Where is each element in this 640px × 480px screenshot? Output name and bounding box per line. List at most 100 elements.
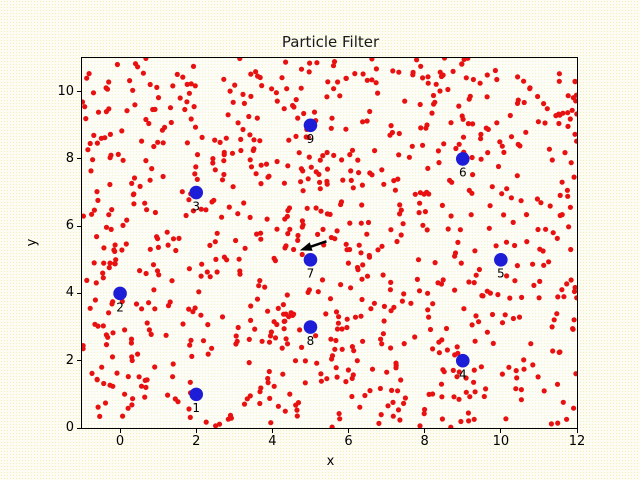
particle-dot bbox=[451, 394, 457, 400]
particle-dot bbox=[466, 96, 472, 102]
particle-dot bbox=[416, 288, 423, 294]
particle-dot bbox=[155, 139, 161, 145]
particle-dot bbox=[82, 104, 88, 110]
particle-dot bbox=[165, 303, 172, 309]
particle-dot bbox=[313, 333, 319, 339]
particle-dot bbox=[549, 324, 555, 330]
particle-dot bbox=[103, 224, 110, 230]
particle-dot bbox=[358, 313, 364, 319]
particle-dot bbox=[551, 317, 557, 323]
particle-dot bbox=[517, 143, 523, 149]
particle-dot bbox=[465, 58, 471, 61]
particle-dot bbox=[527, 86, 533, 92]
particle-dot bbox=[318, 208, 324, 214]
particle-dot bbox=[267, 333, 274, 339]
particle-dot bbox=[92, 321, 98, 327]
particle-dot bbox=[248, 93, 254, 99]
particle-dot bbox=[205, 351, 211, 357]
particle-dot bbox=[286, 205, 293, 211]
particle-dot bbox=[388, 345, 394, 351]
particle-dot bbox=[235, 211, 241, 217]
particle-dot bbox=[252, 326, 258, 332]
particle-dot bbox=[285, 231, 291, 237]
particle-dot bbox=[237, 268, 243, 274]
particle-dot bbox=[402, 395, 408, 401]
particle-dot bbox=[285, 163, 291, 169]
particle-dot bbox=[154, 84, 160, 90]
particle-dot bbox=[534, 196, 540, 202]
particle-dot bbox=[190, 63, 197, 69]
particle-dot bbox=[447, 177, 453, 183]
particle-dot bbox=[137, 183, 143, 189]
particle-dot bbox=[315, 231, 321, 237]
particle-dot bbox=[417, 101, 423, 108]
particle-dot bbox=[541, 262, 547, 268]
particle-dot bbox=[358, 250, 364, 256]
particle-dot bbox=[514, 375, 520, 381]
particle-dot bbox=[360, 338, 366, 344]
particle-dot bbox=[339, 346, 345, 352]
landmark-marker-1 bbox=[189, 387, 204, 402]
particle-dot bbox=[131, 175, 138, 181]
particle-dot bbox=[398, 232, 404, 238]
particle-dot bbox=[89, 211, 95, 217]
particle-dot bbox=[94, 234, 100, 240]
particle-dot bbox=[301, 110, 307, 117]
particle-dot bbox=[388, 279, 394, 285]
particle-dot bbox=[314, 360, 320, 366]
particle-dot bbox=[564, 187, 570, 193]
particle-dot bbox=[253, 171, 259, 177]
particle-dot bbox=[281, 106, 287, 112]
particle-dot bbox=[324, 178, 330, 184]
particle-dot bbox=[170, 374, 176, 380]
particle-dot bbox=[103, 332, 109, 338]
particle-dot bbox=[478, 364, 484, 370]
particle-dot bbox=[571, 405, 577, 411]
particle-dot bbox=[251, 137, 257, 143]
particle-dot bbox=[147, 246, 153, 252]
particle-dot bbox=[499, 143, 505, 149]
particle-dot bbox=[352, 314, 359, 320]
particle-dot bbox=[87, 305, 93, 311]
particle-dot bbox=[354, 358, 360, 364]
particle-dot bbox=[489, 184, 495, 190]
particle-dot bbox=[186, 406, 192, 412]
particle-dot bbox=[94, 377, 100, 383]
particle-dot bbox=[198, 312, 204, 318]
particle-dot bbox=[373, 80, 379, 86]
particle-dot bbox=[504, 186, 510, 192]
particle-dot bbox=[100, 323, 106, 329]
particle-dot bbox=[229, 150, 236, 156]
particle-dot bbox=[401, 400, 407, 406]
particle-dot bbox=[214, 269, 220, 275]
particle-dot bbox=[266, 339, 273, 345]
particle-dot bbox=[573, 371, 577, 377]
x-tick-label-8: 8 bbox=[420, 434, 429, 449]
particle-dot bbox=[269, 86, 275, 92]
particle-dot bbox=[364, 231, 370, 237]
particle-dot bbox=[371, 300, 377, 306]
x-tick-8 bbox=[424, 429, 426, 433]
x-tick-6 bbox=[348, 429, 350, 433]
x-tick-label-6: 6 bbox=[344, 434, 353, 449]
particle-dot bbox=[313, 169, 319, 175]
particle-dot bbox=[254, 296, 261, 302]
particle-dot bbox=[279, 75, 285, 81]
particle-dot bbox=[262, 284, 268, 290]
particle-dot bbox=[150, 262, 157, 268]
particle-dot bbox=[463, 389, 469, 395]
particle-dot bbox=[258, 236, 264, 242]
particle-dot bbox=[147, 177, 153, 183]
particle-dot bbox=[192, 171, 198, 177]
particle-dot bbox=[258, 162, 264, 168]
particle-dot bbox=[248, 317, 254, 323]
particle-dot bbox=[287, 226, 293, 232]
x-tick-label-10: 10 bbox=[492, 434, 510, 449]
particle-dot bbox=[241, 200, 247, 206]
particle-dot bbox=[290, 102, 296, 109]
particle-dot bbox=[186, 306, 192, 312]
particle-dot bbox=[518, 397, 524, 403]
particle-dot bbox=[242, 245, 248, 251]
particle-dot bbox=[128, 336, 135, 342]
particle-dot bbox=[459, 61, 465, 67]
